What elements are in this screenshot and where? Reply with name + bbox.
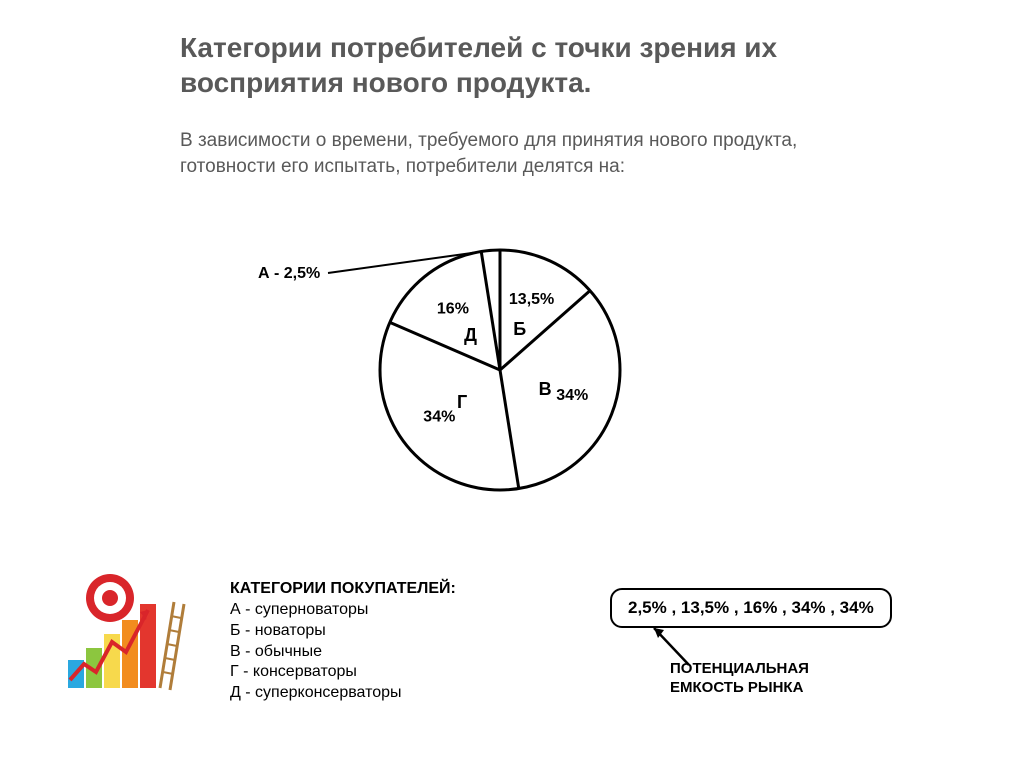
pie-key-В: В xyxy=(539,379,552,399)
legend-item-В: В - обычные xyxy=(230,642,456,663)
pie-pct-В: 34% xyxy=(556,387,588,404)
slide-subtitle: В зависимости о времени, требуемого для … xyxy=(180,128,844,179)
pie-pct-Г: 34% xyxy=(423,408,455,425)
pie-callout-a: А - 2,5% xyxy=(258,265,320,283)
legend-item-А: А - суперноваторы xyxy=(230,600,456,621)
capacity-label-line1: ПОТЕНЦИАЛЬНАЯ xyxy=(670,660,809,677)
legend-item-Д: Д - суперконсерваторы xyxy=(230,683,456,704)
pie-pct-Д: 16% xyxy=(437,301,469,318)
pie-key-Г: Г xyxy=(457,392,467,412)
pie-pct-Б: 13,5% xyxy=(509,291,554,308)
legend-item-Б: Б - новаторы xyxy=(230,621,456,642)
slide-title: Категории потребителей с точки зрения их… xyxy=(180,30,844,100)
decor-chart-icon xyxy=(62,568,192,698)
legend: КАТЕГОРИИ ПОКУПАТЕЛЕЙ: А - суперноваторы… xyxy=(230,580,456,704)
pie-svg: 13,5%Б34%В34%Г16%Д xyxy=(300,230,700,510)
capacity-label: ПОТЕНЦИАЛЬНАЯ ЕМКОСТЬ РЫНКА xyxy=(670,660,809,698)
pie-key-Д: Д xyxy=(464,325,477,345)
pie-chart: 13,5%Б34%В34%Г16%Д А - 2,5% xyxy=(300,230,700,510)
legend-item-Г: Г - консерваторы xyxy=(230,662,456,683)
pie-key-Б: Б xyxy=(513,319,526,339)
legend-title: КАТЕГОРИИ ПОКУПАТЕЛЕЙ: xyxy=(230,580,456,598)
capacity-label-line2: ЕМКОСТЬ РЫНКА xyxy=(670,679,803,696)
